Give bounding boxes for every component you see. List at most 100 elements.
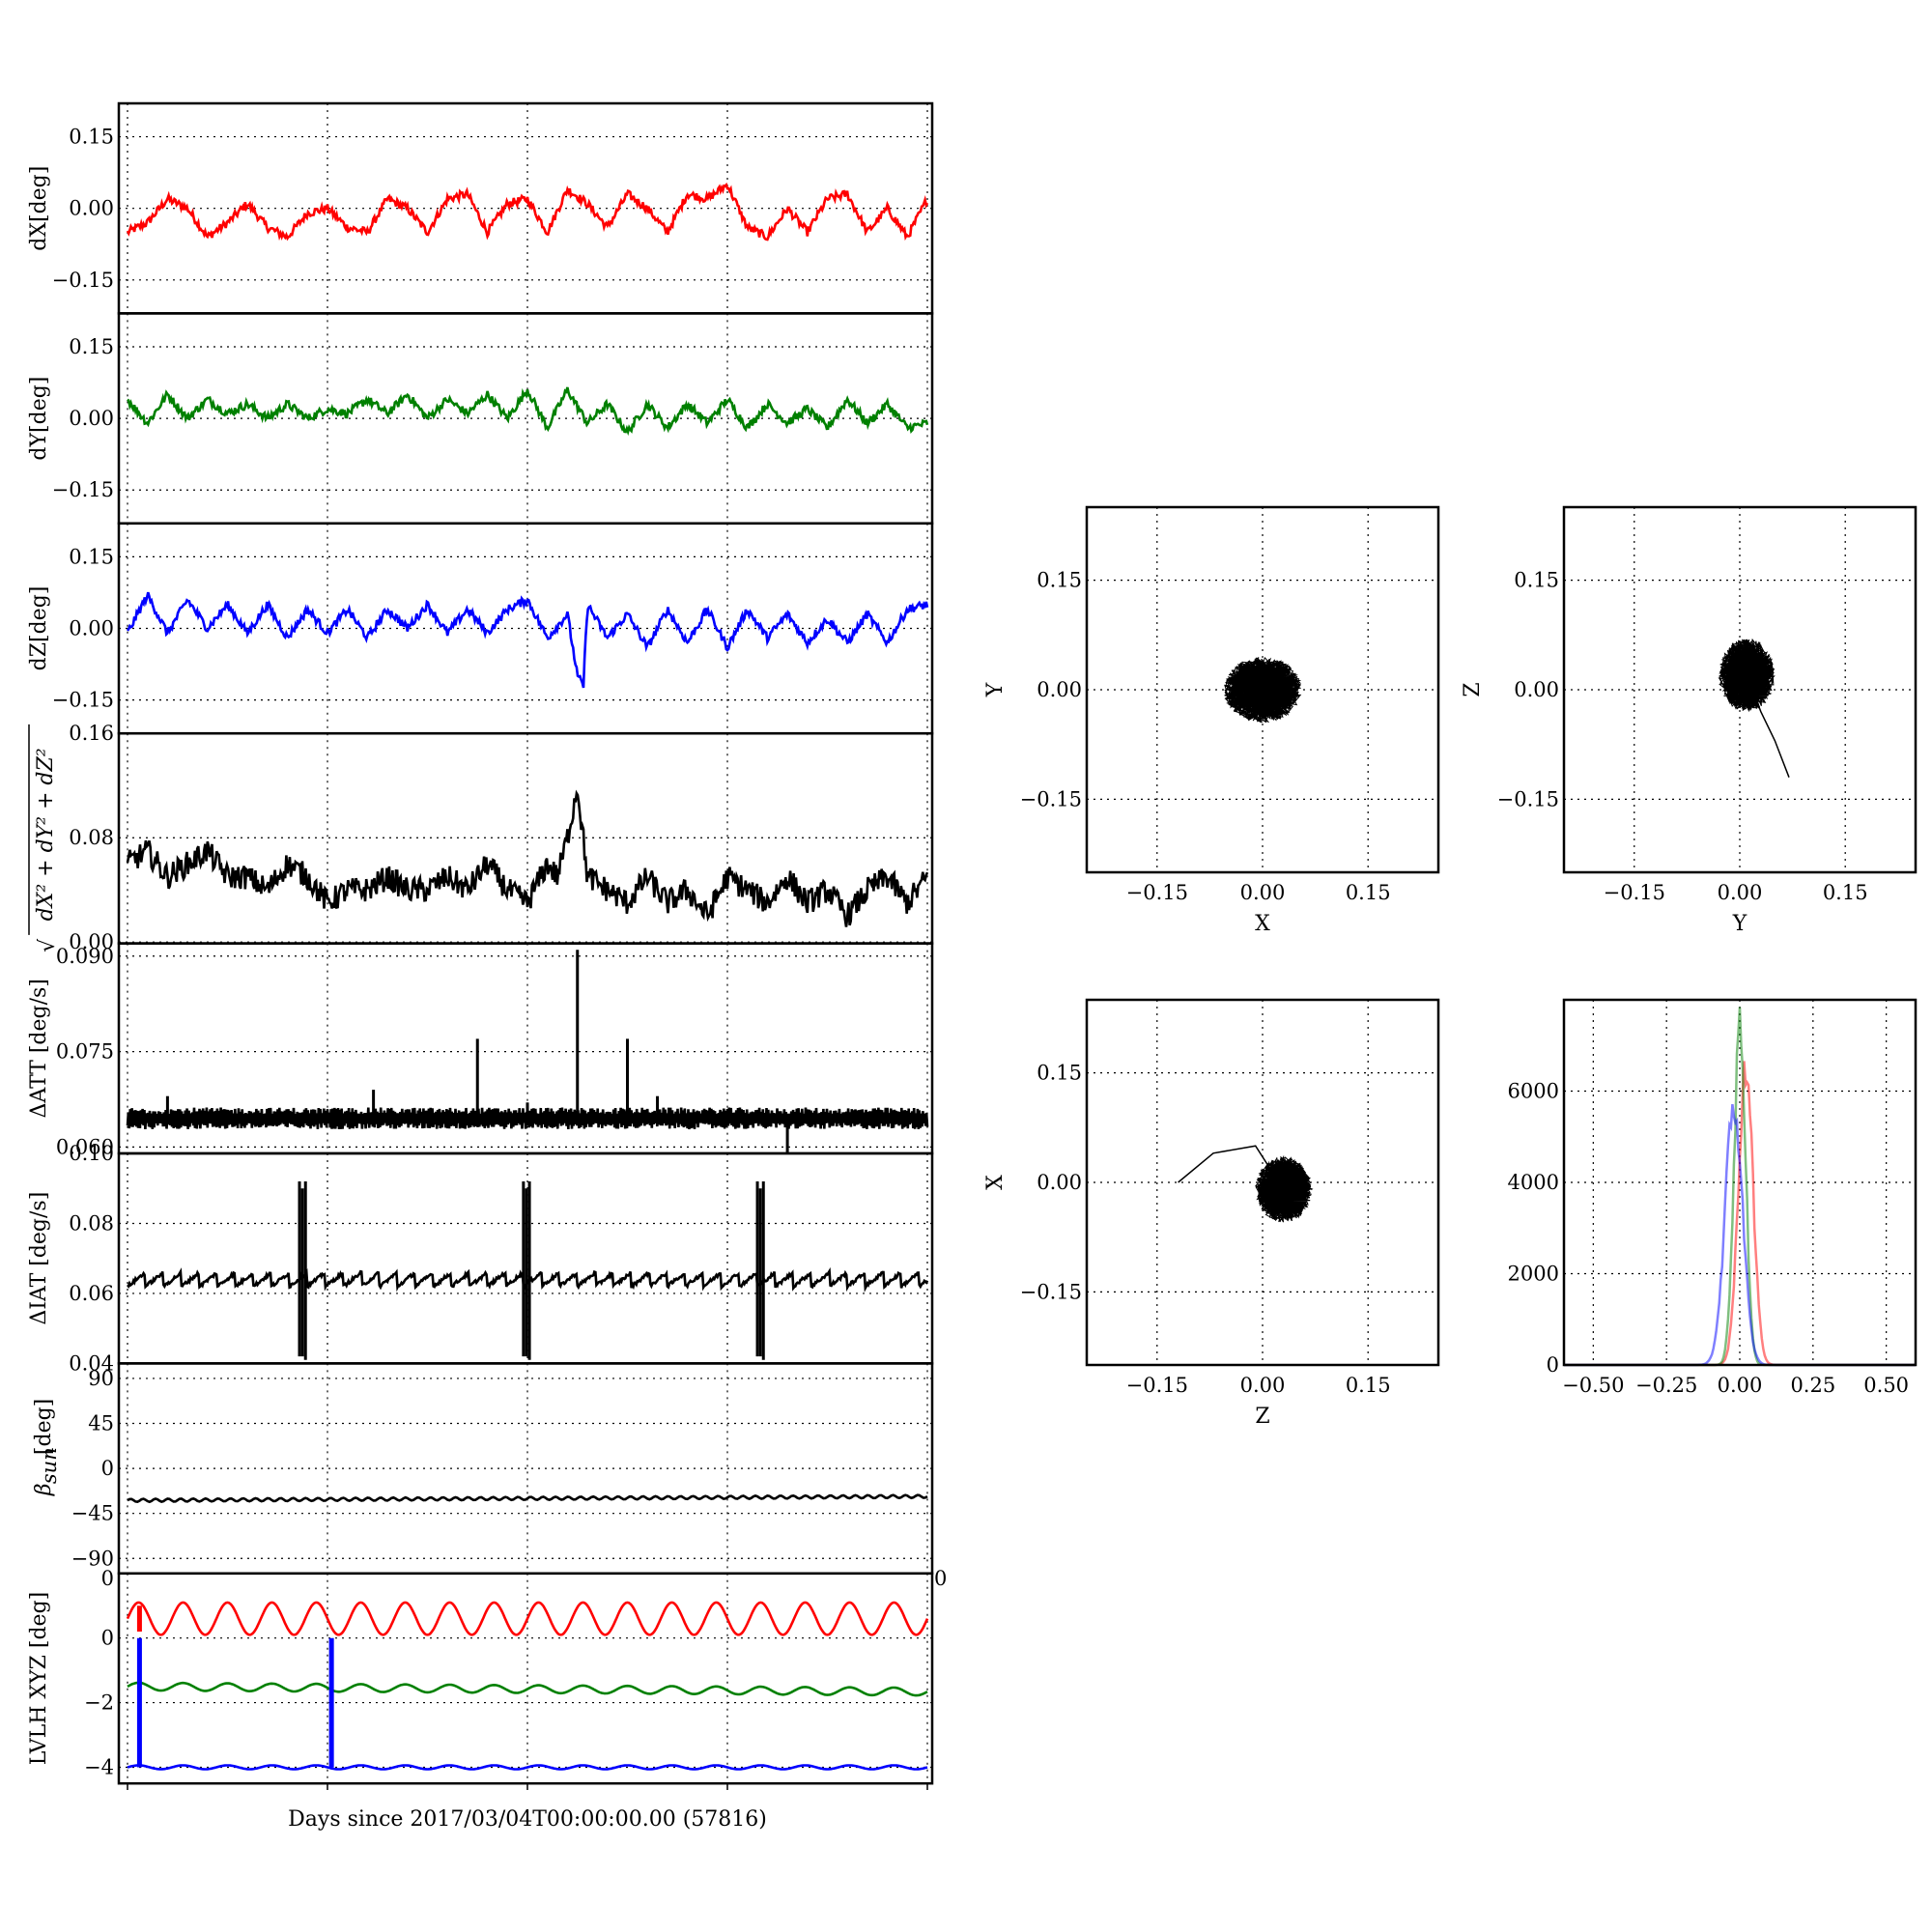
ytick-label: 45	[88, 1412, 114, 1435]
ylabel-dATT: ΔATT [deg/s]	[27, 979, 51, 1118]
scatter-xtick: −0.15	[1604, 881, 1665, 904]
frame-layer	[117, 101, 1918, 1790]
ylabel-dR: √ dX² + dY² + dZ²	[28, 724, 60, 952]
ytick-label: 0.08	[69, 1211, 114, 1235]
beta-subscript: sun	[38, 1447, 61, 1484]
beta-unit: [deg]	[32, 1399, 56, 1455]
ytick-label: −0.15	[52, 689, 114, 712]
ytick-label: 0.090	[56, 945, 114, 968]
ytick-label: 0.075	[56, 1040, 114, 1064]
scatter-frame-yz	[1562, 505, 1918, 874]
scatter-ylabel: Z	[1461, 682, 1485, 696]
beta-symbol: β	[32, 1483, 56, 1496]
ytick-label: 0.08	[69, 826, 114, 849]
scatter-xlabel: Y	[1732, 912, 1747, 936]
series-line-dZ	[126, 591, 929, 689]
scatter-xtick: 0.15	[1346, 1374, 1391, 1397]
scatter-ytick: 0.00	[1514, 678, 1559, 701]
ytick-label: 0.06	[69, 1282, 114, 1305]
scatter-xtick: 0.00	[1240, 1374, 1286, 1397]
scatter-tail-yz	[1746, 674, 1790, 778]
scatter-frame-zx	[1085, 998, 1440, 1367]
ytick-label: 0	[101, 1627, 114, 1650]
ylabel-dIAT: ΔIAT [deg/s]	[27, 1192, 51, 1325]
ylabel-dZ: dZ[deg]	[27, 586, 51, 671]
ytick-label: −45	[71, 1502, 114, 1525]
sqrt-symbol: √	[36, 938, 60, 952]
ytick-label: 0.04	[69, 1351, 114, 1375]
ytick-label: 0.16	[69, 722, 114, 745]
scatter-cloud-zx	[1255, 1154, 1314, 1223]
scatter-ytick: 0.15	[1037, 1062, 1082, 1085]
ytick-label: 0.15	[69, 126, 114, 149]
ylabel-dX: dX[deg]	[27, 166, 51, 251]
scatter-xtick: 0.15	[1346, 881, 1391, 904]
ytick-label: −0.15	[52, 478, 114, 501]
series-line-dATT	[126, 1107, 929, 1130]
text-layer: 0.150.00−0.15dX[deg]0.150.00−0.15dY[deg]…	[27, 126, 1909, 1779]
scatter-ylabel: Y	[983, 682, 1008, 697]
scatter-cloud-yz	[1718, 638, 1776, 713]
scatter-xtick: −0.15	[1126, 881, 1188, 904]
x-axis-label: Days since 2017/03/04T00:00:00.00 (57816…	[288, 1807, 767, 1832]
ytick-label: 0.00	[69, 617, 114, 640]
scatter-xtick: 0.15	[1823, 881, 1868, 904]
panel-frame-lvlh	[117, 1572, 934, 1785]
scatter-xlabel: X	[1255, 912, 1270, 936]
ylabel-text: dX² + dY² + dZ²	[34, 748, 58, 921]
hist-ytick: 6000	[1508, 1080, 1559, 1103]
scatter-ytick: −0.15	[1497, 787, 1559, 810]
scatter-ytick: −0.15	[1020, 1280, 1082, 1303]
scatter-xtick: 0.00	[1718, 881, 1763, 904]
data-layer	[126, 182, 1916, 1771]
ytick-label: −0.15	[52, 269, 114, 292]
series-line-lvlh-red	[126, 1601, 929, 1636]
ytick-label: 0	[101, 1457, 114, 1480]
scatter-cloud-xy	[1224, 656, 1302, 724]
ylabel-dY: dY[deg]	[27, 377, 51, 461]
scatter-ytick: 0.15	[1514, 569, 1559, 592]
ytick-label: 0.00	[69, 407, 114, 430]
scatter-ytick: 0.00	[1037, 1171, 1082, 1194]
hist-ytick: 4000	[1508, 1171, 1559, 1194]
panel-frame-dR	[117, 731, 934, 945]
ytick-label: −2	[84, 1691, 114, 1715]
ytick-label: −90	[71, 1547, 114, 1570]
scatter-ytick: −0.15	[1020, 787, 1082, 810]
series-line-beta	[127, 1493, 928, 1504]
ytick-label: 0.060	[56, 1135, 114, 1158]
hist-ytick: 0	[1547, 1353, 1559, 1377]
series-line-lvlh-green	[127, 1681, 928, 1697]
series-line-dR	[126, 789, 929, 927]
scatter-ytick: 0.00	[1037, 678, 1082, 701]
scatter-ytick: 0.15	[1037, 569, 1082, 592]
scatter-ylabel: X	[983, 1175, 1008, 1190]
scatter-tail-zx	[1178, 1145, 1285, 1191]
ytick-label: 90	[88, 1367, 114, 1390]
corner-label: 0	[101, 1567, 114, 1590]
scatter-xtick: −0.15	[1126, 1374, 1188, 1397]
ytick-label: 0.15	[69, 335, 114, 358]
ytick-label: 0.00	[69, 930, 114, 953]
hist-frame	[1562, 998, 1918, 1367]
series-line-lvlh-blue	[127, 1764, 928, 1771]
ytick-label: −4	[84, 1755, 114, 1778]
series-line-dY	[127, 386, 929, 437]
hist-xtick: 0.25	[1790, 1374, 1835, 1397]
ylabel-lvlh: LVLH XYZ [deg]	[27, 1592, 51, 1766]
corner-label: 0	[934, 1567, 947, 1590]
hist-xtick: −0.25	[1635, 1374, 1697, 1397]
hist-xtick: −0.50	[1562, 1374, 1624, 1397]
ytick-label: 0.15	[69, 545, 114, 568]
hist-xtick: 0.00	[1718, 1374, 1763, 1397]
hist-xtick: 0.50	[1863, 1374, 1909, 1397]
ytick-label: 0.00	[69, 197, 114, 220]
scatter-xlabel: Z	[1255, 1405, 1269, 1429]
scatter-xtick: 0.00	[1240, 881, 1286, 904]
scatter-frame-xy	[1085, 505, 1440, 874]
hist-ytick: 2000	[1508, 1263, 1559, 1286]
ytick-label: 0.10	[69, 1142, 114, 1165]
series-line-dX	[126, 182, 929, 242]
